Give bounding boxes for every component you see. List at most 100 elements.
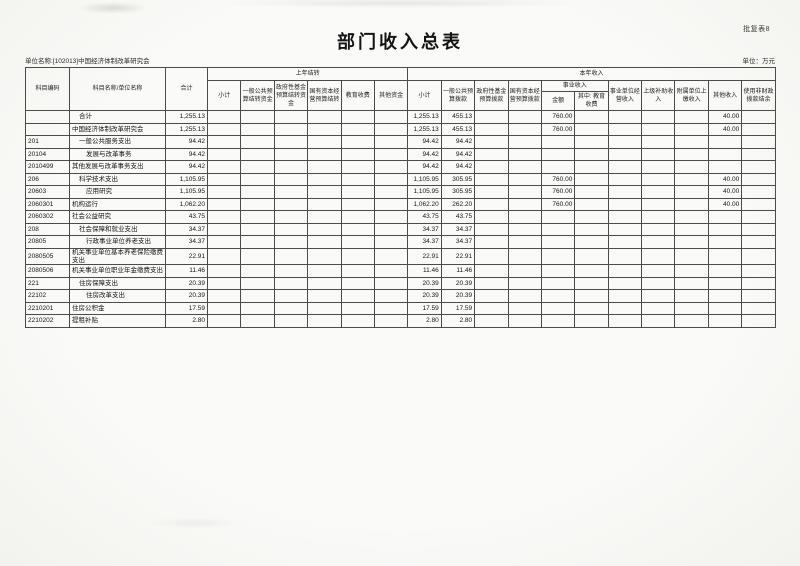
cell-affiliate-income — [674, 235, 709, 249]
cell-grand-total: 1,062.20 — [165, 197, 208, 212]
header-nonfiscal-balance: 使用非财政拨款结余 — [741, 79, 776, 112]
cell-grand-total: 34.37 — [165, 235, 208, 249]
cell-business-income-amount — [540, 301, 576, 316]
table-row: 20104 发展与改革事务 94.42 94.42 94.42 — [25, 147, 776, 162]
cell-upper-subsidy-income — [641, 172, 676, 187]
cell-cur-statecap-appropriation — [507, 197, 542, 212]
header-subject-code: 科目编码 — [25, 66, 70, 112]
cell-subject-name: 应用研究 — [69, 185, 166, 199]
unit-name-label: 单位名称:[102013]中国经济体制改革研究会 — [25, 58, 150, 65]
header-cur-govfund-appropriation: 政府性基金预算拨款 — [474, 79, 509, 112]
cell-prev-statecap-carryover — [307, 276, 342, 291]
cell-prev-govfund-carryover — [273, 301, 309, 316]
cell-cur-subtotal: 94.42 — [407, 160, 442, 174]
cell-prev-general-carryover — [240, 276, 275, 291]
cell-business-income-amount — [540, 147, 576, 162]
table-meta-row: 单位名称:[102013]中国经济体制改革研究会 单位：万元 — [25, 55, 775, 65]
cell-prev-govfund-carryover — [273, 147, 309, 162]
cell-operating-income — [607, 301, 643, 316]
cell-upper-subsidy-income — [641, 185, 676, 199]
cell-operating-income — [607, 276, 643, 291]
cell-prev-statecap-carryover — [307, 222, 342, 237]
cell-prev-statecap-carryover — [307, 135, 342, 149]
cell-other-income — [707, 276, 743, 291]
cell-prev-statecap-carryover — [307, 110, 342, 124]
header-cur-general-appropriation: 一般公共预算拨款 — [440, 79, 476, 112]
cell-other-income — [707, 314, 743, 328]
cell-prev-statecap-carryover — [307, 185, 342, 199]
cell-cur-statecap-appropriation — [507, 185, 542, 199]
cell-cur-statecap-appropriation — [507, 172, 542, 187]
header-prev-general-carryover: 一般公共预算结转资金 — [240, 79, 275, 112]
header-prev-edu-fee: 教育收费 — [340, 79, 375, 112]
cell-cur-statecap-appropriation — [507, 289, 542, 303]
cell-prev-subtotal — [206, 235, 242, 249]
header-operating-income: 事业单位经营收入 — [607, 79, 643, 112]
cell-cur-statecap-appropriation — [507, 301, 542, 316]
cell-affiliate-income — [674, 135, 709, 149]
cell-cur-subtotal: 1,255.13 — [407, 122, 442, 137]
cell-prev-subtotal — [206, 264, 242, 278]
cell-grand-total: 94.42 — [165, 135, 208, 149]
header-prev-govfund-carryover: 政府性基金预算结转资金 — [273, 79, 309, 112]
cell-cur-govfund-appropriation — [474, 235, 509, 249]
cell-prev-other-funds — [373, 160, 409, 174]
cell-upper-subsidy-income — [641, 135, 676, 149]
cell-cur-govfund-appropriation — [474, 276, 509, 291]
cell-cur-govfund-appropriation — [474, 314, 509, 328]
cell-prev-general-carryover — [240, 110, 275, 124]
cell-prev-edu-fee — [340, 301, 375, 316]
cell-prev-subtotal — [206, 222, 242, 237]
cell-nonfiscal-balance — [741, 110, 776, 124]
cell-prev-other-funds — [373, 122, 409, 137]
cell-subject-code: 206 — [25, 172, 70, 187]
header-upper-subsidy-income: 上级补助收入 — [641, 79, 676, 112]
cell-cur-statecap-appropriation — [507, 160, 542, 174]
cell-cur-subtotal: 1,105.95 — [407, 185, 442, 199]
cell-nonfiscal-balance — [741, 314, 776, 328]
cell-business-income-edu — [574, 276, 609, 291]
table-row: 20805 行政事业单位养老支出 34.37 34.37 34.37 — [25, 235, 776, 249]
cell-cur-statecap-appropriation — [507, 122, 542, 137]
cell-prev-subtotal — [206, 289, 242, 303]
table-body: 合计 1,255.13 1,255.13 455.13 760.00 40.00… — [25, 110, 776, 328]
cell-prev-general-carryover — [240, 197, 275, 212]
cell-cur-subtotal: 94.42 — [407, 135, 442, 149]
cell-affiliate-income — [674, 264, 709, 278]
table-row: 20603 应用研究 1,105.95 1,105.95 305.95 760.… — [25, 185, 776, 199]
cell-prev-general-carryover — [240, 222, 275, 237]
cell-prev-edu-fee — [340, 235, 375, 249]
cell-prev-edu-fee — [340, 210, 375, 224]
cell-prev-other-funds — [373, 222, 409, 237]
cell-other-income: 40.00 — [707, 172, 743, 187]
cell-grand-total: 20.39 — [165, 289, 208, 303]
cell-subject-code: 2080506 — [25, 264, 70, 278]
cell-business-income-amount — [540, 135, 576, 149]
cell-prev-general-carryover — [240, 122, 275, 137]
cell-cur-govfund-appropriation — [474, 110, 509, 124]
cell-affiliate-income — [674, 197, 709, 212]
cell-cur-subtotal: 22.91 — [407, 247, 442, 266]
cell-business-income-amount — [540, 235, 576, 249]
header-prev-other-funds: 其他资金 — [373, 79, 409, 112]
cell-prev-edu-fee — [340, 160, 375, 174]
cell-prev-subtotal — [206, 247, 242, 266]
cell-upper-subsidy-income — [641, 301, 676, 316]
cell-prev-govfund-carryover — [273, 185, 309, 199]
cell-upper-subsidy-income — [641, 289, 676, 303]
cell-nonfiscal-balance — [741, 210, 776, 224]
cell-prev-other-funds — [373, 301, 409, 316]
table-row: 2060302 社会公益研究 43.75 43.75 43.75 — [25, 210, 776, 224]
cell-operating-income — [607, 185, 643, 199]
cell-upper-subsidy-income — [641, 264, 676, 278]
cell-subject-name: 机关事业单位职业年金缴费支出 — [69, 264, 166, 278]
cell-business-income-edu — [574, 110, 609, 124]
cell-prev-subtotal — [206, 160, 242, 174]
cell-affiliate-income — [674, 247, 709, 266]
cell-prev-statecap-carryover — [307, 197, 342, 212]
header-prev-subtotal: 小计 — [206, 79, 242, 112]
cell-operating-income — [607, 314, 643, 328]
cell-prev-subtotal — [206, 314, 242, 328]
cell-affiliate-income — [674, 185, 709, 199]
cell-prev-edu-fee — [340, 197, 375, 212]
